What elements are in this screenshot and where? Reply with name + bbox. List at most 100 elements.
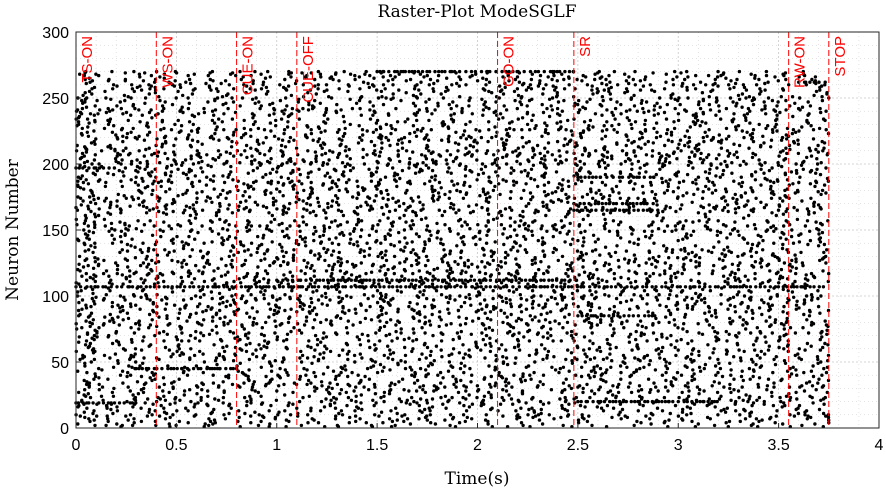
spike (338, 223, 343, 227)
spike (735, 341, 739, 346)
spike (524, 322, 529, 326)
spike (113, 228, 117, 232)
spike (280, 221, 284, 226)
spike (427, 319, 432, 323)
spike (407, 161, 412, 165)
spike (724, 421, 728, 425)
spike (255, 274, 259, 278)
spike (82, 228, 86, 232)
spike (136, 196, 141, 200)
spike (404, 220, 408, 224)
spike (777, 281, 781, 285)
spike (685, 397, 689, 401)
spike (395, 142, 400, 146)
spike (116, 192, 121, 197)
spike (822, 242, 827, 247)
spike (137, 203, 142, 207)
spike (794, 307, 798, 311)
spike (592, 392, 597, 396)
spike (426, 166, 431, 170)
spike (185, 319, 189, 323)
spike (824, 191, 828, 195)
spike (196, 139, 200, 144)
spike (664, 204, 668, 208)
spike (286, 282, 290, 286)
spike (605, 279, 609, 284)
spike (232, 154, 236, 158)
spike (235, 335, 240, 339)
spike (352, 242, 356, 247)
spike (523, 237, 528, 241)
spike (591, 196, 595, 200)
spike (791, 241, 796, 245)
spike (428, 271, 432, 276)
spike (805, 318, 809, 322)
spike (200, 381, 204, 385)
spike (176, 223, 180, 227)
spike (92, 333, 97, 338)
spike (269, 157, 273, 161)
spike (684, 256, 688, 260)
spike (569, 386, 574, 391)
spike (560, 403, 564, 408)
spike (165, 316, 169, 321)
spike (483, 418, 488, 422)
spike (710, 191, 715, 195)
spike (804, 409, 809, 413)
spike (676, 326, 680, 330)
spike (789, 372, 794, 376)
spike (185, 373, 190, 377)
spike (585, 382, 589, 387)
spike (355, 405, 359, 409)
spike (466, 279, 470, 284)
spike (813, 422, 817, 426)
spike (655, 199, 659, 203)
spike (280, 138, 285, 142)
spike (814, 220, 818, 224)
spike (475, 282, 479, 286)
spike (281, 194, 285, 198)
spike (77, 254, 82, 259)
spike (505, 315, 509, 319)
spike (216, 149, 221, 153)
spike (133, 395, 138, 400)
spike (129, 304, 133, 309)
spike (190, 248, 194, 252)
spike (104, 423, 108, 428)
spike (455, 244, 459, 248)
spike (625, 319, 629, 323)
spike (468, 143, 472, 148)
spike (714, 204, 719, 208)
spike (350, 262, 355, 266)
spike (458, 366, 463, 371)
spike (731, 295, 736, 299)
spike (740, 385, 744, 389)
spike (690, 200, 694, 204)
spike (539, 411, 543, 416)
spike (336, 178, 341, 182)
spike (139, 406, 143, 410)
spike (277, 306, 281, 310)
spike (340, 296, 345, 301)
spike (778, 335, 782, 339)
spike (762, 300, 766, 305)
spike (162, 220, 166, 224)
spike (239, 296, 244, 301)
spike (513, 240, 517, 244)
spike (503, 380, 508, 384)
spike (785, 207, 789, 211)
spike (128, 274, 132, 278)
spike (276, 180, 280, 185)
spike (626, 261, 630, 265)
spike (330, 253, 334, 257)
spike (809, 271, 814, 276)
spike (505, 153, 509, 157)
spike (348, 157, 352, 161)
spike (325, 303, 329, 307)
spike (129, 162, 134, 166)
spike (325, 388, 329, 392)
spike (517, 281, 521, 285)
spike (389, 318, 393, 322)
spike (665, 224, 670, 228)
spike (410, 368, 414, 372)
